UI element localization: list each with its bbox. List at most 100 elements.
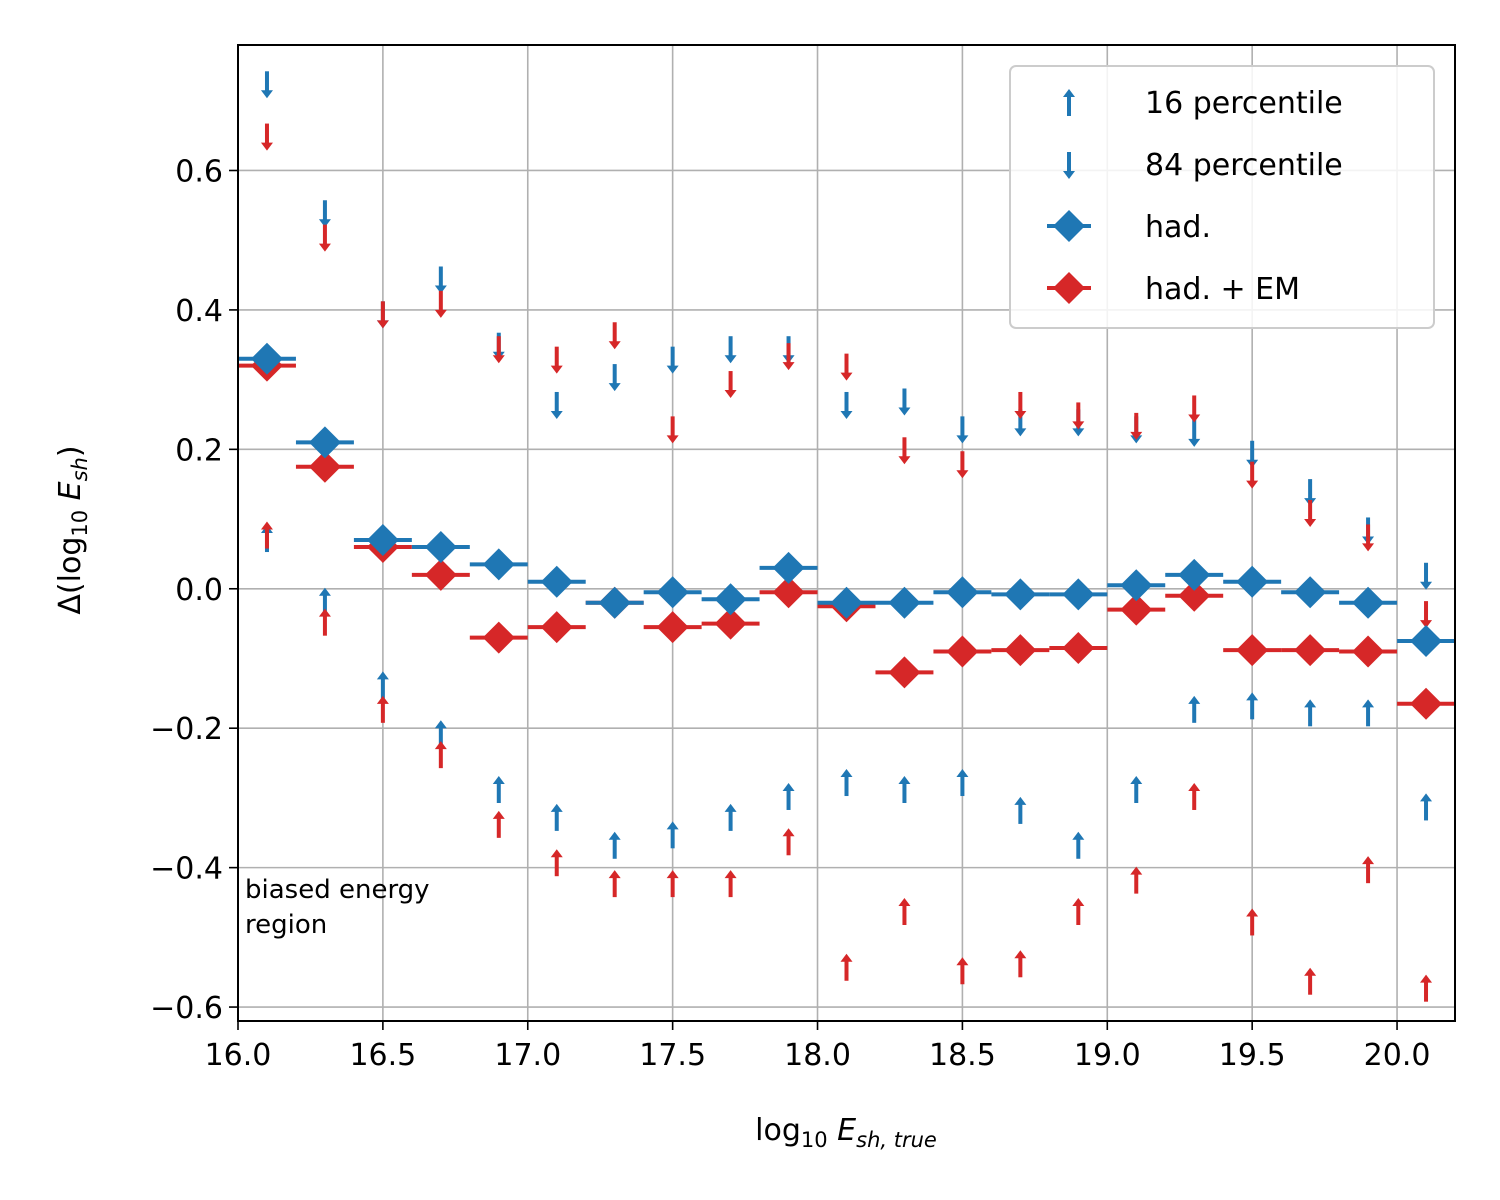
arrow-head	[318, 608, 331, 617]
arrow-head	[1063, 89, 1075, 97]
arrow-head	[260, 521, 273, 530]
arrow-head	[1188, 782, 1201, 791]
data-point	[608, 831, 621, 859]
diamond-marker	[946, 576, 979, 609]
arrow-head	[550, 849, 563, 858]
arrow-head	[724, 870, 737, 879]
arrow-head	[376, 695, 389, 704]
arrow-head	[1304, 967, 1317, 976]
data-point	[318, 608, 331, 636]
diamond-marker	[1062, 632, 1095, 665]
legend-entry: 84 percentile	[1063, 148, 1343, 183]
legend-marker	[1047, 210, 1091, 242]
arrow-head	[318, 587, 331, 596]
data-point	[840, 769, 853, 797]
data-point	[666, 346, 679, 374]
data-point	[492, 776, 505, 803]
data-point	[608, 364, 621, 392]
data-point	[1362, 524, 1375, 552]
data-point	[1188, 419, 1201, 447]
data-point	[782, 782, 795, 810]
legend-marker	[1047, 272, 1091, 304]
arrow-head	[1304, 519, 1317, 528]
data-point	[353, 523, 412, 556]
data-point	[1223, 565, 1282, 598]
arrow-head	[550, 803, 563, 812]
axis-ticks: 16.0 16.5 17.0 17.5 18.0 18.5 19.0 19.5 20.0 −0.6…	[150, 154, 1430, 1073]
x-tick-label: 17.0	[494, 1038, 561, 1073]
x-tick-label: 17.5	[639, 1038, 706, 1073]
diamond-marker	[656, 611, 689, 644]
data-point	[1339, 586, 1398, 619]
data-point	[318, 200, 331, 228]
y-axis-label: Δ(log10 Esh)	[53, 445, 92, 614]
data-point	[875, 656, 934, 689]
data-point	[1049, 578, 1108, 611]
data-point	[550, 849, 563, 877]
arrow-head	[608, 341, 621, 350]
data-point	[1130, 412, 1143, 440]
arrow-head	[260, 142, 273, 151]
data-point	[759, 576, 818, 609]
arrow-head	[1420, 581, 1433, 590]
arrow-head	[1188, 414, 1201, 423]
data-point	[1420, 793, 1433, 821]
arrow-head	[666, 435, 679, 444]
diamond-marker	[540, 565, 573, 598]
diamond-marker	[598, 586, 631, 619]
arrow-head	[550, 410, 563, 419]
diamond-marker	[830, 586, 863, 619]
data-point	[1188, 782, 1201, 810]
diamond-marker	[250, 342, 283, 375]
data-point	[376, 301, 389, 329]
diamond-marker	[482, 548, 515, 581]
data-point	[376, 671, 389, 699]
data-point	[1107, 569, 1166, 602]
diamond-marker	[1294, 634, 1327, 667]
diamond-marker	[714, 583, 747, 616]
data-point	[701, 607, 760, 640]
series-had--diamond	[238, 342, 1455, 658]
data-point	[1188, 395, 1201, 423]
diamond-marker	[772, 576, 805, 609]
arrow-head	[898, 776, 911, 784]
data-point	[1362, 699, 1375, 727]
data-point	[840, 353, 853, 381]
data-point	[1165, 558, 1224, 591]
plot-frame	[237, 44, 1456, 1022]
arrow-head	[782, 828, 795, 837]
diamond-marker	[1352, 635, 1385, 668]
y-tick-label: −0.4	[150, 852, 223, 887]
diamond-marker	[1410, 625, 1443, 658]
data-point	[469, 621, 528, 654]
arrow-head	[492, 355, 505, 364]
legend-entry: had.	[1047, 210, 1211, 245]
data-point	[1420, 562, 1433, 590]
diamond-marker	[424, 530, 457, 563]
data-point	[666, 821, 679, 849]
data-point	[1246, 461, 1259, 489]
legend-marker	[1063, 152, 1075, 179]
y-tick-label: 0.2	[175, 433, 223, 468]
annotation-line-2: region	[245, 910, 327, 940]
diamond-marker	[540, 611, 573, 644]
arrow-head	[956, 957, 969, 966]
arrow-head	[1362, 543, 1375, 552]
diamond-marker	[308, 426, 341, 459]
x-tick-label: 16.5	[349, 1038, 416, 1073]
arrow-head	[840, 372, 853, 381]
data-point	[434, 266, 447, 294]
data-point	[1072, 898, 1085, 925]
data-point	[295, 450, 354, 483]
arrow-head	[1014, 428, 1027, 437]
data-point	[1130, 776, 1143, 803]
data-point	[492, 810, 505, 838]
data-point	[724, 803, 737, 831]
data-point	[817, 586, 876, 619]
diamond-marker	[366, 523, 399, 556]
data-point	[527, 611, 586, 644]
diamond-marker	[482, 621, 515, 654]
data-point	[1188, 695, 1201, 723]
data-point	[782, 343, 795, 371]
legend: 16 percentile 84 percentile had. had. + EM	[1009, 65, 1435, 329]
